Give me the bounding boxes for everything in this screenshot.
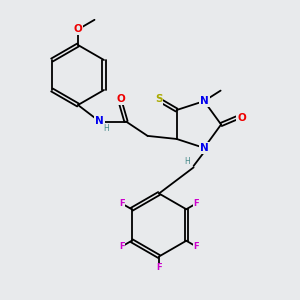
Text: O: O [74,24,82,34]
Text: F: F [156,263,162,272]
Text: F: F [119,242,125,251]
Text: F: F [193,199,199,208]
Text: O: O [116,94,125,104]
Text: O: O [237,113,246,123]
Text: N: N [200,96,208,106]
Text: F: F [193,242,199,251]
Text: F: F [119,199,125,208]
Text: N: N [95,116,104,127]
Text: H: H [103,124,109,133]
Text: S: S [155,94,162,103]
Text: N: N [200,143,208,153]
Text: H: H [184,158,190,166]
